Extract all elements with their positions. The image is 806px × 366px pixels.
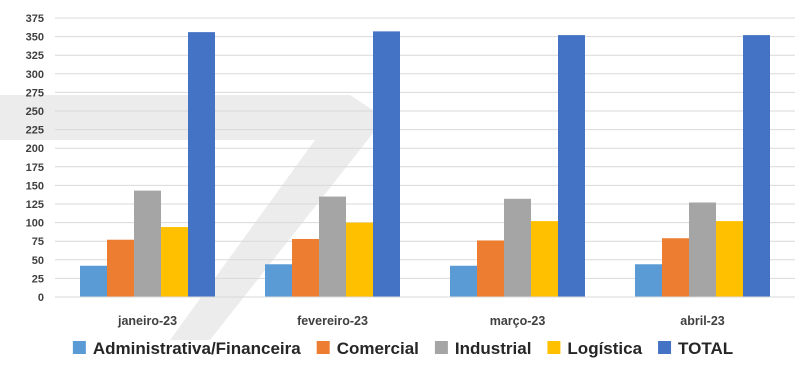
- bar: [504, 198, 531, 297]
- bar: [134, 190, 161, 297]
- y-axis-tick-labels: 0 25 50 75 100 125 150 175 200 225 250 275 300 325 350…: [26, 13, 44, 304]
- bar: [743, 35, 770, 297]
- y-tick-label: 75: [32, 236, 44, 248]
- y-tick-label: 275: [26, 87, 44, 99]
- legend-label: Industrial: [455, 339, 532, 358]
- y-tick-label: 150: [26, 180, 44, 192]
- y-tick-label: 175: [26, 162, 44, 174]
- y-tick-label: 125: [26, 199, 44, 211]
- bar: [689, 202, 716, 297]
- legend-label: Comercial: [337, 339, 419, 358]
- legend-swatch: [72, 341, 86, 354]
- y-tick-label: 325: [26, 50, 44, 62]
- bar: [346, 222, 373, 297]
- y-tick-label: 100: [26, 218, 44, 230]
- bar: [531, 221, 558, 297]
- bar: [188, 32, 215, 298]
- legend-item: Comercial: [316, 339, 419, 358]
- legend-label: TOTAL: [678, 339, 733, 358]
- bar: [80, 265, 107, 297]
- bar: [319, 196, 346, 297]
- y-tick-label: 250: [26, 106, 44, 118]
- x-category-label: abril-23: [680, 314, 725, 328]
- bar: [477, 240, 504, 297]
- watermark-shape: [0, 95, 385, 340]
- y-tick-label: 200: [26, 143, 44, 155]
- x-category-label: fevereiro-23: [297, 314, 368, 328]
- y-tick-label: 350: [26, 32, 44, 44]
- y-tick-label: 50: [32, 255, 44, 267]
- legend-item: TOTAL: [658, 339, 733, 358]
- bar: [716, 221, 743, 297]
- x-category-label: março-23: [490, 314, 546, 328]
- legend-swatch: [316, 341, 330, 354]
- legend-item: Logística: [547, 339, 643, 358]
- y-tick-label: 300: [26, 69, 44, 81]
- gridlines: [55, 17, 795, 279]
- bar: [265, 264, 292, 297]
- legend-swatch: [434, 341, 448, 354]
- legend-label: Administrativa/Financeira: [93, 339, 301, 358]
- y-tick-label: 25: [32, 273, 44, 285]
- bar: [662, 238, 689, 297]
- legend: Administrativa/Financeira Comercial Indust…: [72, 339, 733, 358]
- bar: [107, 239, 134, 297]
- legend-swatch: [547, 341, 561, 354]
- legend-swatch: [658, 341, 672, 354]
- y-tick-label: 225: [26, 125, 44, 137]
- bar: [450, 265, 477, 297]
- x-category-label: janeiro-23: [117, 314, 177, 328]
- legend-item: Administrativa/Financeira: [72, 339, 301, 358]
- legend-item: Industrial: [434, 339, 532, 358]
- x-axis-category-labels: janeiro-23 fevereiro-23 março-23 abril-23: [117, 314, 725, 328]
- y-tick-label: 375: [26, 13, 44, 25]
- legend-label: Logística: [567, 339, 642, 358]
- bar: [161, 227, 188, 297]
- y-tick-label: 0: [38, 292, 44, 304]
- bar: [373, 31, 400, 298]
- bars: [80, 31, 770, 298]
- bar: [558, 35, 585, 297]
- bar: [292, 238, 319, 297]
- bar: [635, 264, 662, 297]
